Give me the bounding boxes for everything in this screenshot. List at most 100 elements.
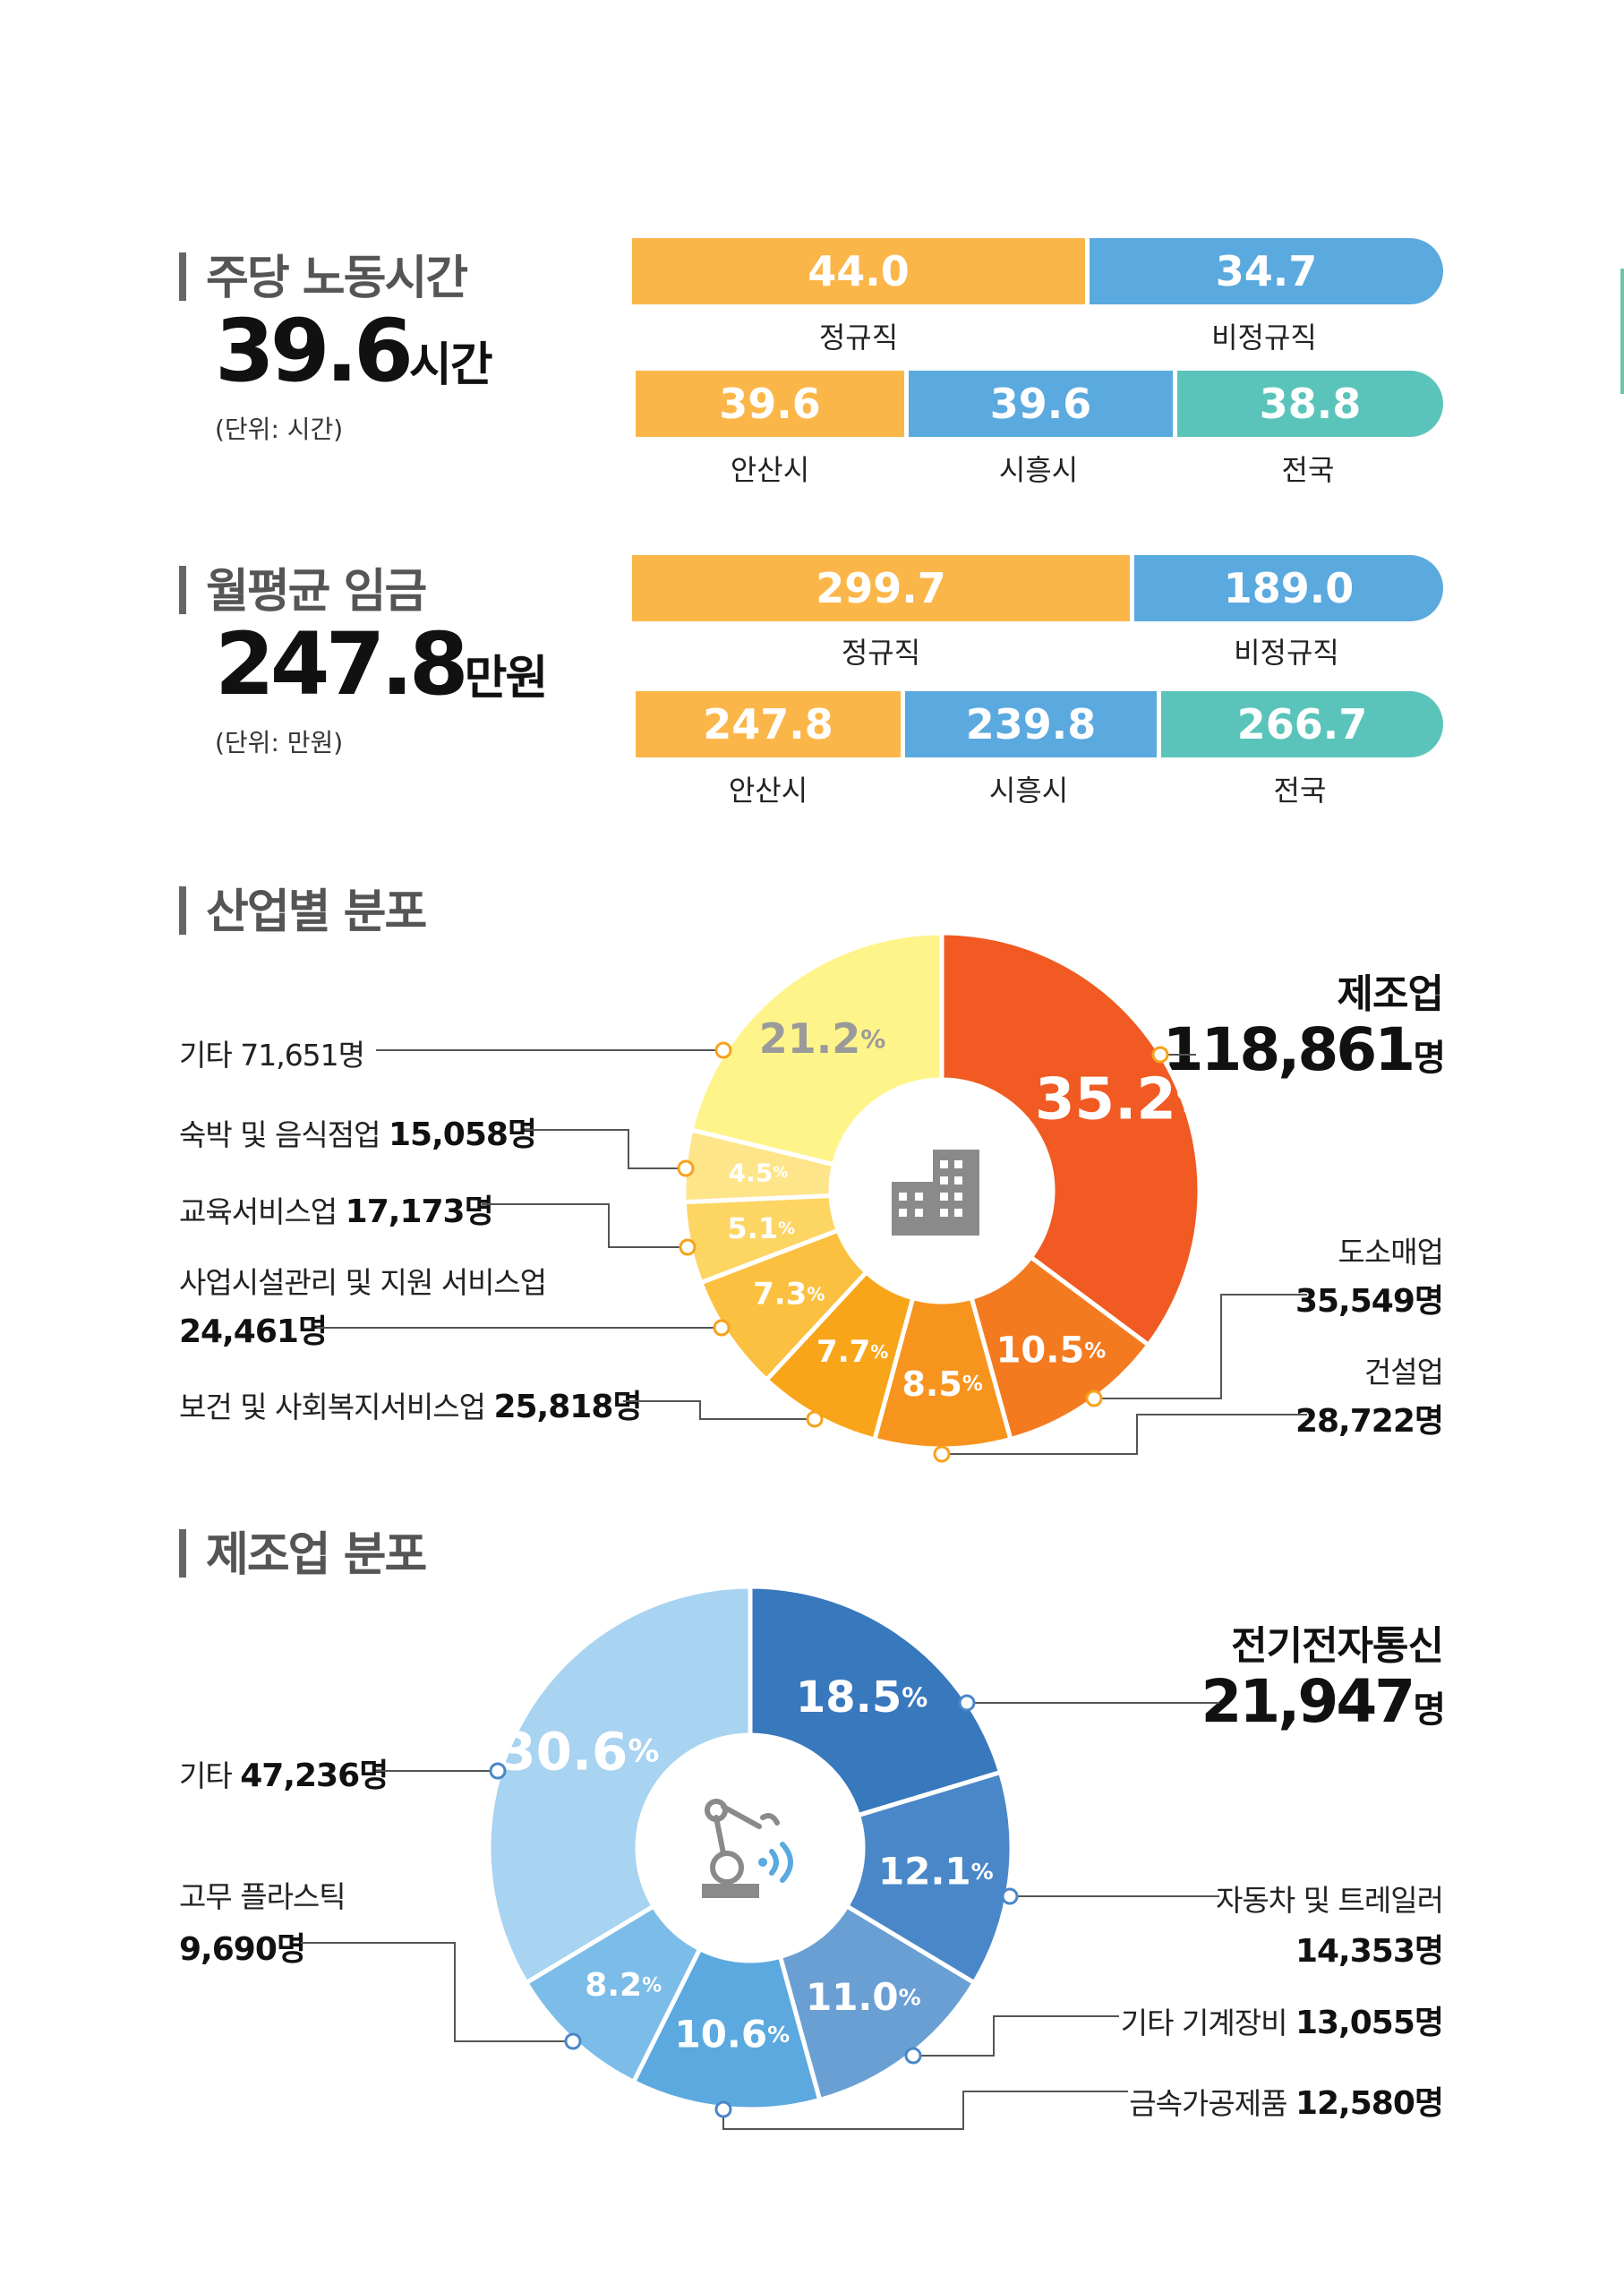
wage-title-text: 월평균 임금 bbox=[206, 565, 427, 619]
page-edge-tab bbox=[1620, 269, 1624, 394]
manufacturing-donut-chart: 18.5%12.1%11.0%10.6%8.2%30.6% bbox=[486, 1584, 1014, 2112]
building-icon bbox=[892, 1150, 979, 1236]
manufacturing-headline-value: 21,947명 bbox=[1201, 1667, 1446, 1736]
title-bar-marker bbox=[179, 566, 186, 614]
slice-unit-label: % bbox=[971, 1858, 994, 1884]
donut-slice bbox=[486, 1584, 753, 1987]
industry-label-retail-count: 35,549명 bbox=[1295, 1283, 1444, 1320]
slice-unit-label: % bbox=[807, 1283, 825, 1304]
window bbox=[915, 1193, 923, 1201]
manufacturing-label-auto-name: 자동차 및 트레일러 bbox=[1216, 1883, 1444, 1918]
signal-wave bbox=[780, 1842, 793, 1883]
slice-unit-label: % bbox=[870, 1341, 888, 1363]
bar-value-label: 39.6 bbox=[989, 380, 1092, 428]
wage-unit-note: (단위: 만원) bbox=[215, 728, 344, 757]
bar-category-label: 시흥시 bbox=[998, 453, 1079, 487]
industry-section-title: 산업별 분포 bbox=[179, 874, 427, 941]
wage-value: 247.8 bbox=[215, 614, 469, 714]
bar-value-label: 38.8 bbox=[1259, 380, 1362, 428]
hours-average-value: 39.6시간 bbox=[215, 301, 493, 401]
leader-line bbox=[482, 1203, 688, 1248]
slice-unit-label: % bbox=[899, 1984, 921, 2010]
manufacturing-label-other-name: 기타 bbox=[179, 1758, 233, 1793]
robot-claw bbox=[760, 1813, 780, 1826]
industry-donut-chart: 35.2%10.5%8.5%7.7%7.3%5.1%4.5%21.2% bbox=[681, 930, 1210, 1451]
industry-headline-value: 118,861명 bbox=[1163, 1015, 1446, 1084]
bar-segment: 39.6 bbox=[904, 371, 1173, 437]
bar-segment: 299.7 bbox=[632, 555, 1130, 621]
bar-category-label: 정규직 bbox=[818, 321, 899, 355]
bar-segment: 247.8 bbox=[636, 691, 901, 757]
window bbox=[915, 1209, 923, 1217]
industry-label-construction-name: 건설업 bbox=[1363, 1355, 1444, 1390]
window bbox=[940, 1209, 948, 1217]
title-bar-marker bbox=[179, 1529, 186, 1578]
slice-unit-label: % bbox=[642, 1974, 662, 1997]
manufacturing-label-metal-name: 금속가공제품 bbox=[1129, 2086, 1287, 2121]
wage-region-bar: 247.8 239.8 266.7 bbox=[636, 691, 1443, 757]
industry-headline-name: 제조업 bbox=[1337, 971, 1444, 1017]
manufacturing-label-rubber-count: 9,690명 bbox=[179, 1931, 306, 1968]
leader-dot bbox=[714, 2100, 732, 2118]
leader-line bbox=[1094, 1294, 1307, 1399]
donut-hole bbox=[639, 1737, 861, 1959]
manufacturing-leader-dots bbox=[489, 1694, 1019, 2118]
slice-unit-label: % bbox=[773, 1164, 788, 1182]
wage-section-title: 월평균 임금 bbox=[179, 553, 427, 620]
window bbox=[954, 1176, 962, 1184]
manufacturing-leader-lines bbox=[301, 1702, 1219, 2130]
manufacturing-title-text: 제조업 분포 bbox=[206, 1528, 427, 1582]
donut-slice bbox=[969, 1253, 1152, 1442]
building-icon-windows bbox=[899, 1160, 962, 1217]
hours-region-bar: 39.6 39.6 38.8 bbox=[636, 371, 1443, 437]
leader-dot bbox=[933, 1445, 951, 1463]
bar-value-label: 239.8 bbox=[965, 700, 1097, 748]
industry-label-education: 교육서비스업 17,173명 bbox=[179, 1185, 494, 1232]
manufacturing-label-rubber-name: 고무 플라스틱 bbox=[179, 1879, 346, 1914]
industry-label-food-value: 15,058명 bbox=[389, 1116, 537, 1153]
bar-segment: 189.0 bbox=[1130, 555, 1443, 621]
slice-unit-label: % bbox=[860, 1024, 885, 1054]
leader-line bbox=[525, 1129, 686, 1169]
donut-slice bbox=[777, 1903, 978, 2103]
wage-unit: 만원 bbox=[464, 652, 549, 706]
manufacturing-headline-name: 전기전자통신 bbox=[1231, 1623, 1444, 1669]
donut-slice bbox=[748, 1584, 1004, 1818]
window bbox=[940, 1193, 948, 1201]
bar-category-label: 비정규직 bbox=[1211, 321, 1317, 355]
industry-label-facility-value: 24,461명 bbox=[179, 1305, 328, 1352]
bar-category-label: 전국 bbox=[1281, 453, 1335, 487]
bar-segment: 38.8 bbox=[1173, 371, 1443, 437]
leader-dot bbox=[713, 1319, 731, 1337]
bar-value-label: 299.7 bbox=[816, 564, 946, 612]
industry-label-edu-value: 17,173명 bbox=[345, 1193, 494, 1230]
robot-arm bbox=[721, 1804, 762, 1829]
industry-label-health: 보건 및 사회복지서비스업 25,818명 bbox=[179, 1381, 643, 1427]
industry-label-health-value: 25,818명 bbox=[493, 1389, 642, 1425]
industry-label-retail-name: 도소매업 bbox=[1338, 1235, 1444, 1270]
building-icon-part bbox=[892, 1182, 933, 1236]
industry-leader-lines bbox=[317, 1049, 1307, 1455]
leader-dot bbox=[679, 1238, 697, 1256]
window bbox=[899, 1209, 907, 1217]
bar-category-label: 안산시 bbox=[728, 774, 808, 808]
industry-label-food: 숙박 및 음식점업 15,058명 bbox=[179, 1108, 537, 1155]
industry-leader-dots bbox=[677, 1041, 1169, 1463]
signal-dot bbox=[758, 1858, 767, 1867]
slice-unit-label: % bbox=[1084, 1338, 1106, 1363]
hours-unit: 시간 bbox=[408, 338, 493, 392]
manufacturing-label-rubber-value: 9,690명 bbox=[179, 1923, 306, 1970]
bar-value-label: 44.0 bbox=[808, 247, 910, 295]
robot-base bbox=[702, 1884, 759, 1898]
industry-label-food-name: 숙박 및 음식점업 bbox=[179, 1117, 380, 1152]
industry-label-health-name: 보건 및 사회복지서비스업 bbox=[179, 1390, 486, 1424]
slice-unit-label: % bbox=[962, 1373, 983, 1396]
bar-segment: 34.7 bbox=[1085, 238, 1443, 304]
bar-category-label: 안산시 bbox=[730, 453, 810, 487]
manufacturing-label-auto-value: 14,353명 bbox=[1295, 1925, 1444, 1971]
industry-label-facility: 사업시설관리 및 지원 서비스업 bbox=[179, 1265, 547, 1300]
bar-segment: 44.0 bbox=[632, 238, 1085, 304]
bar-value-label: 247.8 bbox=[703, 700, 833, 748]
window bbox=[940, 1160, 948, 1168]
